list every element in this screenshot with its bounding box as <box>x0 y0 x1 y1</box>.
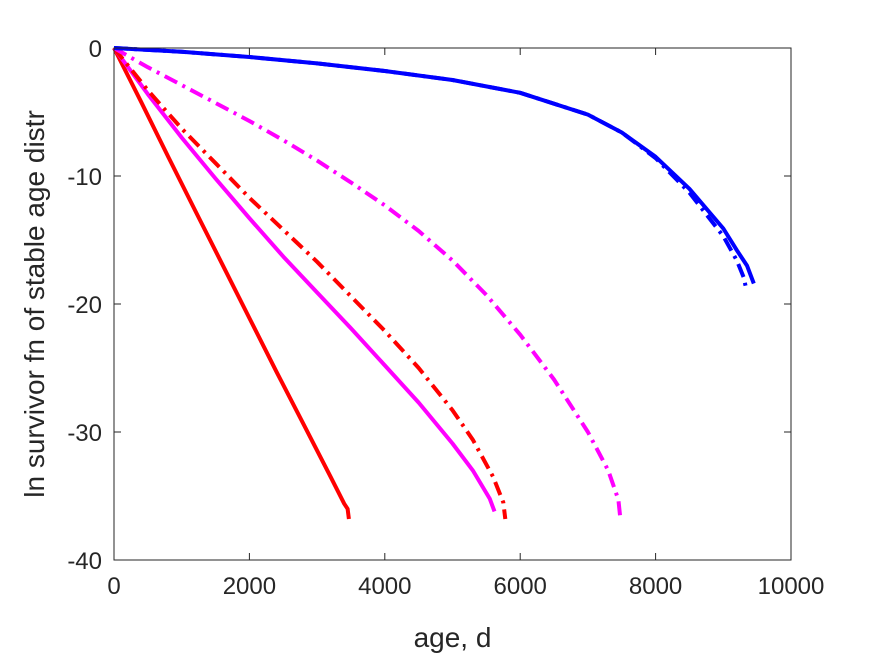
x-tick-label: 2000 <box>223 573 276 600</box>
x-axis-label: age, d <box>414 622 492 653</box>
x-tick-label: 0 <box>107 573 120 600</box>
x-axis-ticks: 0 2000 4000 6000 8000 10000 <box>107 48 824 600</box>
x-tick-label: 6000 <box>494 573 547 600</box>
y-tick-label: -40 <box>67 548 102 575</box>
plot-frame <box>113 47 792 561</box>
series-line-2 <box>112 46 497 513</box>
series-layer <box>112 46 756 520</box>
y-tick-label: -20 <box>67 292 102 319</box>
y-tick-label: -10 <box>67 164 102 191</box>
y-axis-ticks: 0 -10 -20 -30 -40 <box>67 36 791 575</box>
y-tick-label: -30 <box>67 420 102 447</box>
x-tick-label: 4000 <box>358 573 411 600</box>
series-line-6 <box>113 46 748 287</box>
series-line-3 <box>112 46 508 520</box>
x-tick-label: 10000 <box>758 573 825 600</box>
y-tick-label: 0 <box>89 36 102 63</box>
series-line-4 <box>113 46 623 520</box>
series-line-1 <box>112 47 351 520</box>
plot-background <box>114 48 791 560</box>
x-tick-label: 8000 <box>629 573 682 600</box>
y-axis-label: ln survivor fn of stable age distr <box>19 110 50 498</box>
